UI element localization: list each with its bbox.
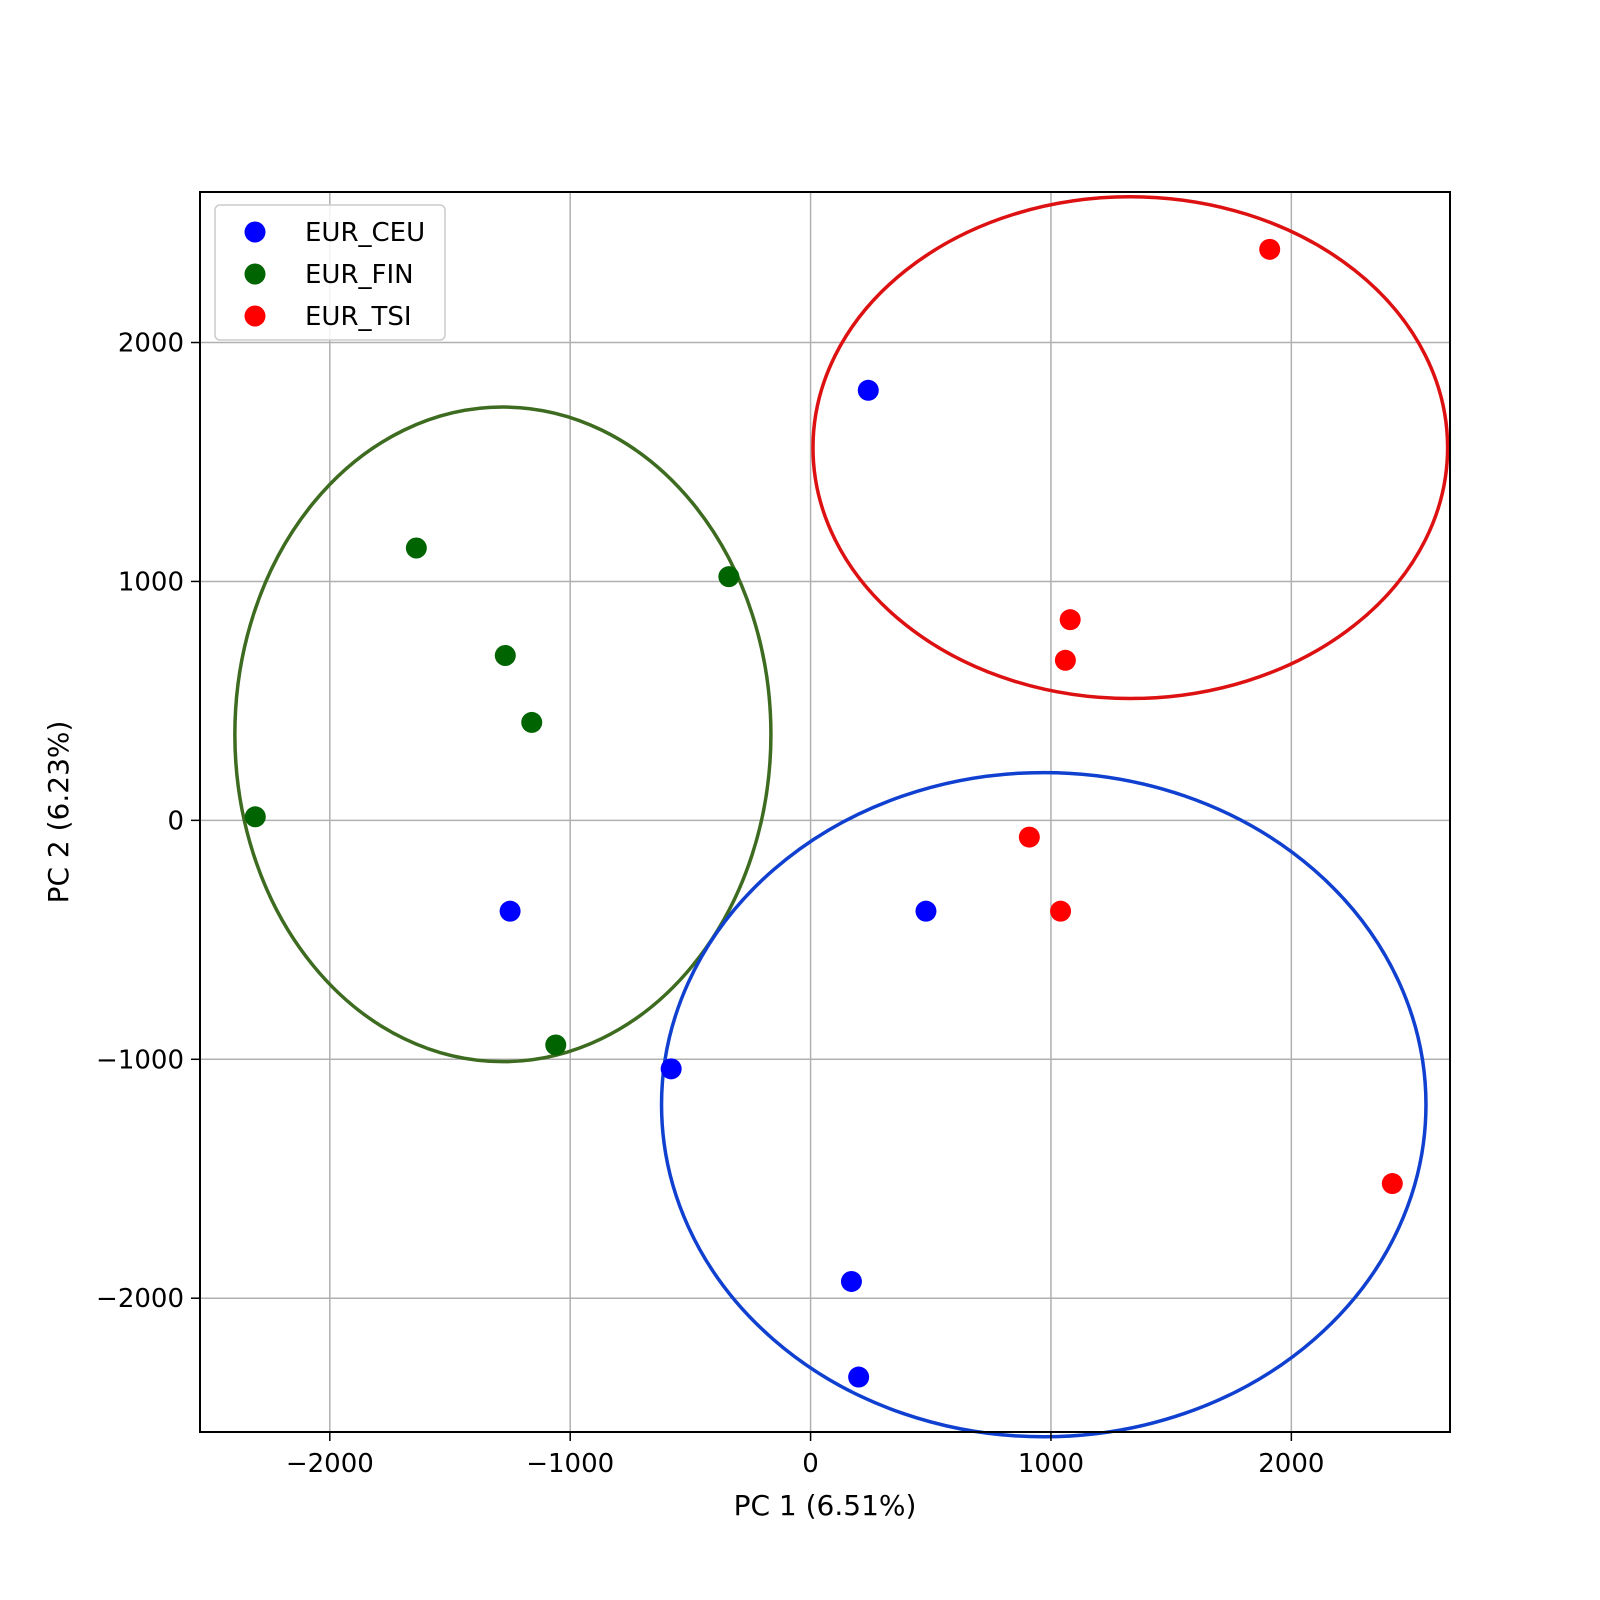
cluster-ellipse-eur-tsi (811, 195, 1450, 701)
data-points (244, 238, 1403, 1388)
legend-marker (244, 221, 266, 243)
y-tick-label: 1000 (118, 567, 184, 597)
data-point-eur-tsi (1059, 609, 1081, 631)
data-point-eur-fin (405, 537, 427, 559)
legend: EUR_CEU EUR_FIN EUR_TSI (214, 204, 446, 341)
legend-label: EUR_FIN (305, 260, 414, 290)
data-point-eur-ceu (915, 900, 937, 922)
data-point-eur-tsi (1259, 238, 1281, 260)
cluster-ellipse-eur-ceu (659, 770, 1428, 1439)
cluster-ellipses (233, 195, 1450, 1439)
x-tick-label: 0 (802, 1449, 819, 1479)
plot-frame (199, 191, 1451, 1433)
data-point-eur-ceu (840, 1270, 862, 1292)
data-point-eur-ceu (848, 1366, 870, 1388)
data-point-eur-tsi (1018, 826, 1040, 848)
grid (200, 192, 1450, 1432)
data-point-eur-fin (545, 1034, 567, 1056)
data-point-eur-tsi (1381, 1173, 1403, 1195)
x-tick-label: −1000 (526, 1449, 614, 1479)
legend-marker (244, 263, 266, 285)
y-tick-label: −1000 (96, 1045, 184, 1075)
x-axis-title: PC 1 (6.51%) (734, 1489, 917, 1522)
data-point-eur-ceu (857, 379, 879, 401)
data-point-eur-fin (521, 711, 543, 733)
cluster-ellipse-eur-fin (233, 405, 773, 1064)
x-tick-label: 1000 (1018, 1449, 1084, 1479)
data-point-eur-tsi (1054, 649, 1076, 671)
x-tick-label: 2000 (1258, 1449, 1324, 1479)
data-point-eur-fin (244, 806, 266, 828)
x-tick-label: −2000 (286, 1449, 374, 1479)
axis-ticks: −2000 −1000 0 1000 2000 −2000 −1000 0 1000 2000 (96, 329, 1324, 1479)
legend-marker (244, 305, 266, 327)
legend-label: EUR_CEU (305, 218, 425, 248)
data-point-eur-ceu (499, 900, 521, 922)
data-point-eur-ceu (660, 1058, 682, 1080)
legend-label: EUR_TSI (305, 302, 412, 332)
data-point-eur-fin (718, 566, 740, 588)
y-axis-title: PC 2 (6.23%) (42, 721, 75, 904)
y-tick-label: −2000 (96, 1284, 184, 1314)
legend-box (214, 204, 446, 341)
data-point-eur-fin (494, 645, 516, 667)
data-point-eur-tsi (1050, 900, 1072, 922)
y-tick-label: 0 (167, 806, 184, 836)
y-tick-label: 2000 (118, 329, 184, 359)
